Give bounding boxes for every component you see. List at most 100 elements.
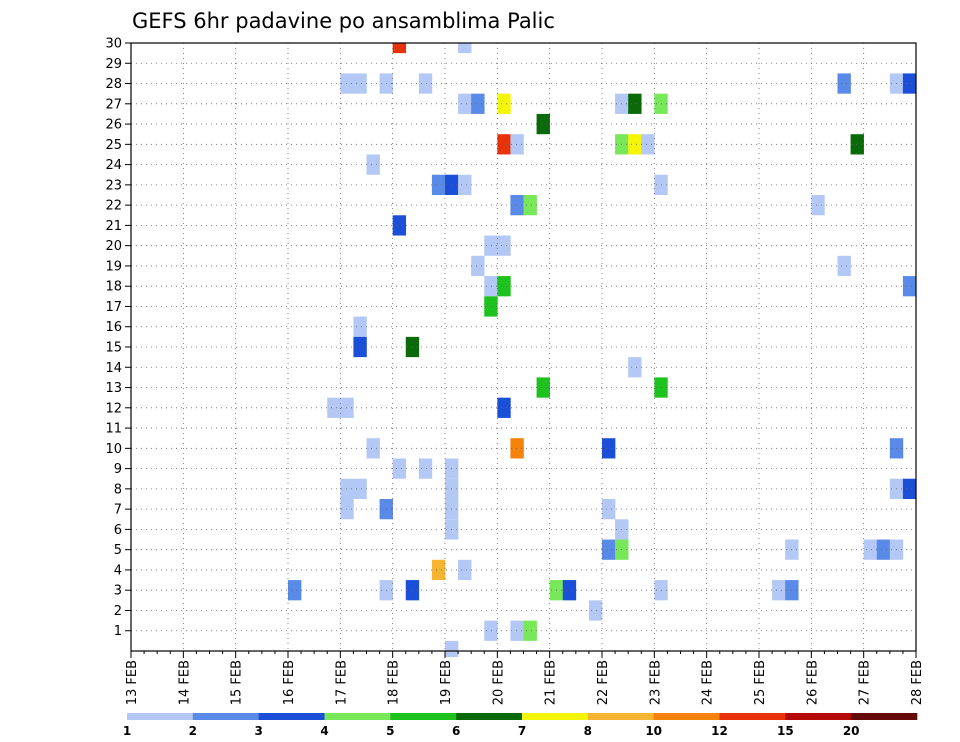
colorbar-swatch [127, 713, 194, 720]
y-tick-label: 16 [105, 320, 122, 335]
ensemble-cell [497, 93, 511, 114]
colorbar-swatch [192, 713, 259, 720]
ensemble-cell [510, 620, 524, 641]
ensemble-cell [458, 43, 472, 54]
ensemble-cell [523, 195, 537, 216]
ensemble-cell [353, 478, 367, 499]
y-tick-label: 9 [114, 462, 122, 477]
colorbar-label: 10 [645, 724, 662, 738]
y-tick-label: 6 [114, 523, 122, 538]
chart-title: GEFS 6hr padavine po ansamblima Palic [132, 9, 555, 33]
colorbar-legend: 1 2 3 4 5 6 7 8 10 12 15 20 [123, 713, 918, 738]
y-tick-label: 3 [114, 584, 122, 599]
dotted-grid [130, 42, 917, 651]
ensemble-cell [484, 620, 498, 641]
ensemble-cell [471, 93, 485, 114]
ensemble-cell [772, 580, 786, 601]
ensemble-cell [628, 134, 642, 155]
ensemble-cell [536, 113, 550, 135]
ensemble-cell [366, 154, 380, 175]
ensemble-cell [850, 134, 864, 155]
ensemble-cell [902, 478, 917, 499]
ensemble-cell [536, 377, 550, 398]
x-tick-label: 23 FEB [648, 660, 663, 705]
ensemble-cell [458, 559, 472, 581]
y-tick-label: 21 [105, 219, 122, 234]
colorbar-swatch [324, 713, 391, 720]
ensemble-cell [510, 134, 524, 155]
ensemble-cell [837, 255, 851, 277]
colorbar-label: 4 [320, 724, 328, 738]
y-tick-label: 28 [105, 77, 122, 92]
y-tick-label: 22 [105, 199, 122, 214]
ensemble-cell [392, 458, 407, 479]
y-tick-label: 26 [105, 118, 122, 133]
ensemble-cells [288, 43, 917, 657]
y-tick-label: 8 [114, 482, 122, 497]
colorbar-swatch [785, 713, 852, 720]
x-tick-label: 27 FEB [858, 660, 873, 705]
ensemble-cell [418, 458, 433, 479]
ensemble-cell [353, 316, 367, 337]
x-tick-label: 22 FEB [596, 660, 611, 705]
ensemble-cell [902, 73, 917, 94]
colorbar-swatch [587, 713, 654, 720]
x-tick-label: 13 FEB [125, 660, 140, 705]
y-tick-label: 30 [105, 37, 122, 52]
colorbar-swatch [258, 713, 325, 720]
ensemble-cell [876, 539, 891, 560]
ensemble-cell [340, 73, 354, 94]
ensemble-cell [484, 276, 498, 297]
ensemble-cell [458, 174, 472, 195]
ensemble-cell [588, 600, 603, 621]
ensemble-cell [484, 296, 498, 317]
ensemble-cell [497, 134, 511, 155]
colorbar-label: 12 [711, 724, 728, 738]
x-tick-label: 20 FEB [491, 660, 506, 705]
colorbar-label: 8 [584, 724, 592, 738]
y-tick-label: 17 [105, 300, 122, 315]
ensemble-cell [353, 73, 367, 94]
ensemble-cell [641, 134, 655, 155]
ensemble-cell [392, 43, 407, 54]
ensemble-cell [628, 93, 642, 114]
ensemble-cell [497, 276, 511, 297]
ensemble-cell [602, 539, 616, 560]
colorbar-label: 1 [123, 724, 131, 738]
colorbar-label: 2 [189, 724, 197, 738]
ensemble-cell [497, 235, 511, 256]
y-tick-label: 20 [105, 239, 122, 254]
y-tick-label: 19 [105, 259, 122, 274]
x-tick-label: 28 FEB [910, 660, 925, 705]
x-tick-label: 18 FEB [387, 660, 402, 705]
ensemble-cell [628, 357, 642, 378]
ensemble-cell [497, 397, 511, 418]
ensemble-cell [392, 215, 407, 236]
y-tick-label: 11 [105, 422, 122, 437]
colorbar-swatch [653, 713, 720, 720]
ensemble-cell [431, 174, 446, 195]
y-tick-label: 4 [114, 563, 122, 578]
y-tick-label: 25 [105, 138, 122, 153]
ensemble-cell [405, 336, 420, 358]
y-tick-label: 12 [105, 401, 122, 416]
ensemble-cell [327, 397, 341, 418]
y-tick-label: 2 [114, 604, 122, 619]
y-tick-label: 29 [105, 57, 122, 72]
colorbar-label: 15 [777, 724, 794, 738]
x-tick-label: 19 FEB [439, 660, 454, 705]
y-tick-label: 7 [114, 503, 122, 518]
y-tick-label: 24 [105, 158, 122, 173]
ensemble-cell [340, 499, 354, 520]
ensemble-cell [562, 580, 577, 601]
colorbar-label: 20 [843, 724, 860, 738]
y-tick-label: 27 [105, 97, 122, 112]
x-tick-label: 16 FEB [282, 660, 297, 705]
y-tick-label: 13 [105, 381, 122, 396]
y-tick-label: 10 [105, 442, 122, 457]
y-tick-label: 14 [105, 361, 122, 376]
ensemble-cell [431, 559, 446, 581]
x-tick-label: 24 FEB [701, 660, 716, 705]
y-axis-ticks: 1234567891011121314151617181920212223242… [105, 37, 131, 639]
ensemble-cell [471, 255, 485, 277]
